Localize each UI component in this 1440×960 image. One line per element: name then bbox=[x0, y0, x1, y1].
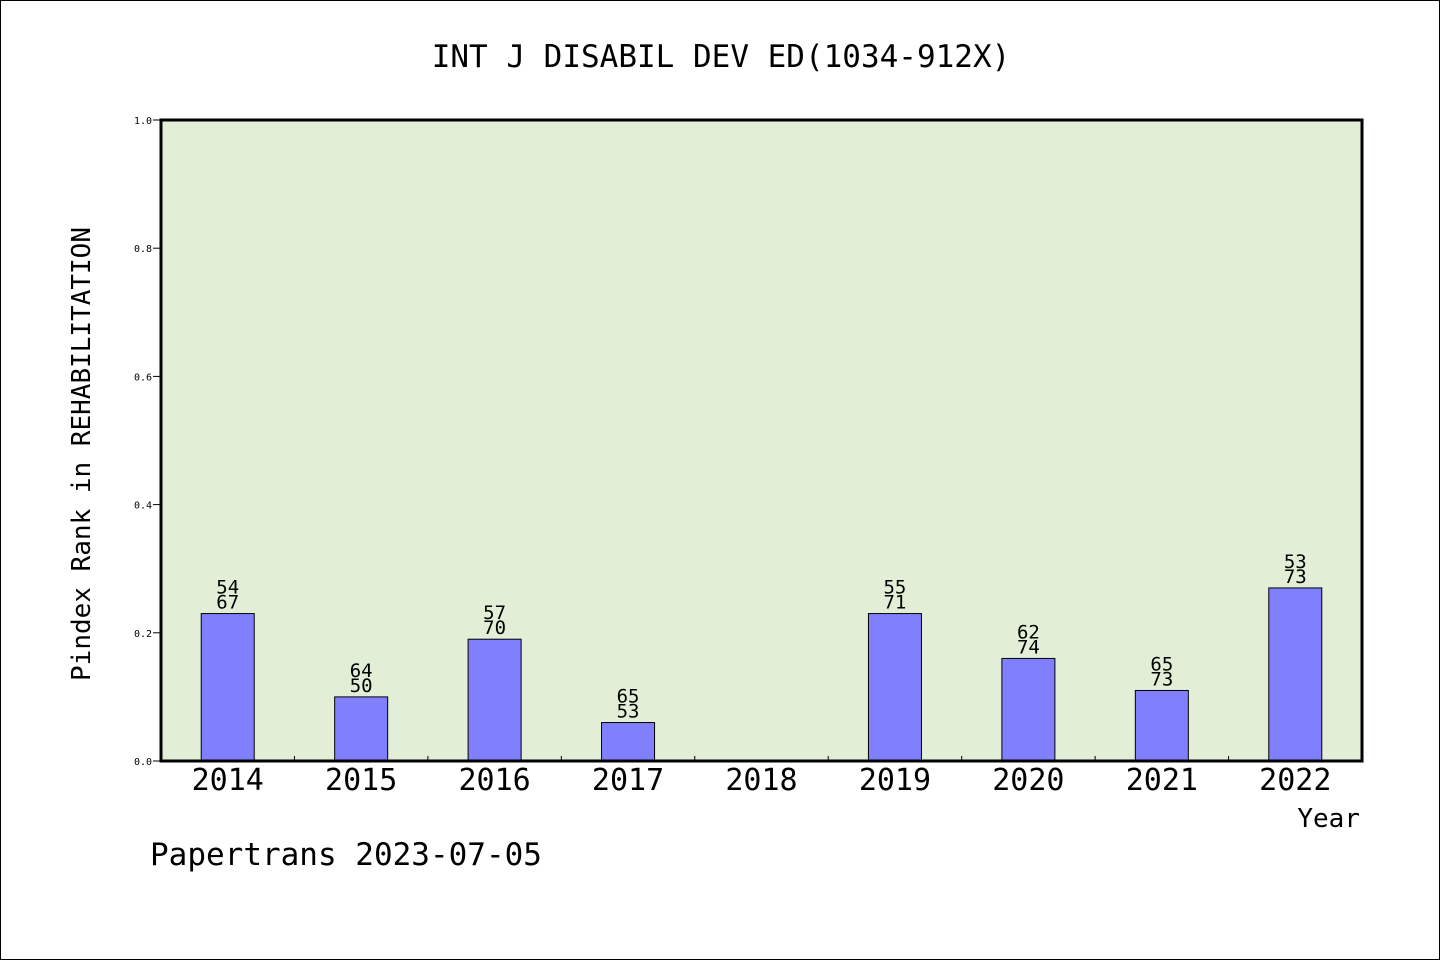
chart-title: INT J DISABIL DEV ED(1034-912X) bbox=[432, 39, 1011, 75]
bar-2021 bbox=[1134, 689, 1189, 762]
bar-label-bottom: 74 bbox=[1017, 636, 1040, 658]
x-tick-label: 2014 bbox=[192, 763, 264, 798]
bar-2019 bbox=[867, 613, 922, 762]
bar-label-top: 55 bbox=[883, 577, 906, 599]
bar-label-bottom: 73 bbox=[1150, 668, 1173, 690]
y-tick-label: 0.8 bbox=[134, 244, 152, 255]
y-tick-label: 1.0 bbox=[134, 116, 152, 127]
bar-label-bottom: 73 bbox=[1284, 566, 1307, 588]
y-tick-label: 0.6 bbox=[134, 372, 152, 383]
plot-area bbox=[161, 120, 1362, 761]
bar-label-bottom: 50 bbox=[350, 675, 373, 697]
bar-2015 bbox=[334, 696, 389, 762]
bar-label-top: 54 bbox=[216, 577, 239, 599]
bar-label-top: 53 bbox=[1284, 551, 1307, 573]
y-axis: 0.0 0.2 0.4 0.6 0.8 1.0 bbox=[134, 116, 161, 768]
bar-2014 bbox=[200, 613, 255, 762]
bar-2017 bbox=[601, 722, 656, 762]
bar-label-top: 62 bbox=[1017, 621, 1040, 643]
x-tick-label: 2015 bbox=[325, 763, 397, 798]
y-tick-label: 0.0 bbox=[134, 757, 152, 768]
x-tick-label: 2017 bbox=[592, 763, 664, 798]
bar-label-top: 65 bbox=[1150, 653, 1173, 675]
x-tick-label: 2021 bbox=[1126, 763, 1198, 798]
bar-label-top: 65 bbox=[617, 686, 640, 708]
x-tick-label: 2020 bbox=[992, 763, 1064, 798]
x-tick-label: 2018 bbox=[725, 763, 797, 798]
x-tick-label: 2019 bbox=[859, 763, 931, 798]
bar-label-bottom: 67 bbox=[216, 592, 239, 614]
bar-label-bottom: 70 bbox=[483, 617, 506, 639]
x-axis: 2014 2015 2016 2017 2018 2019 2020 2021 2022 bbox=[192, 756, 1331, 798]
footer-credit: Papertrans 2023-07-05 bbox=[150, 837, 542, 873]
bar-2016 bbox=[467, 638, 522, 762]
x-tick-label: 2022 bbox=[1259, 763, 1331, 798]
x-tick-label: 2016 bbox=[458, 763, 530, 798]
bar-label-bottom: 53 bbox=[617, 701, 640, 723]
bar-label-top: 57 bbox=[483, 602, 506, 624]
bar-2022 bbox=[1268, 587, 1323, 762]
bar-label-top: 64 bbox=[350, 660, 373, 682]
x-axis-label: Year bbox=[1297, 804, 1360, 834]
bar-label-bottom: 71 bbox=[883, 592, 906, 614]
plot-border bbox=[159, 118, 1364, 763]
y-tick-label: 0.2 bbox=[134, 629, 152, 640]
bar-2020 bbox=[1001, 657, 1056, 762]
y-tick-label: 0.4 bbox=[134, 501, 152, 512]
y-axis-label: Pindex Rank in REHABILITATION bbox=[67, 227, 97, 681]
bars-group bbox=[200, 587, 1323, 762]
